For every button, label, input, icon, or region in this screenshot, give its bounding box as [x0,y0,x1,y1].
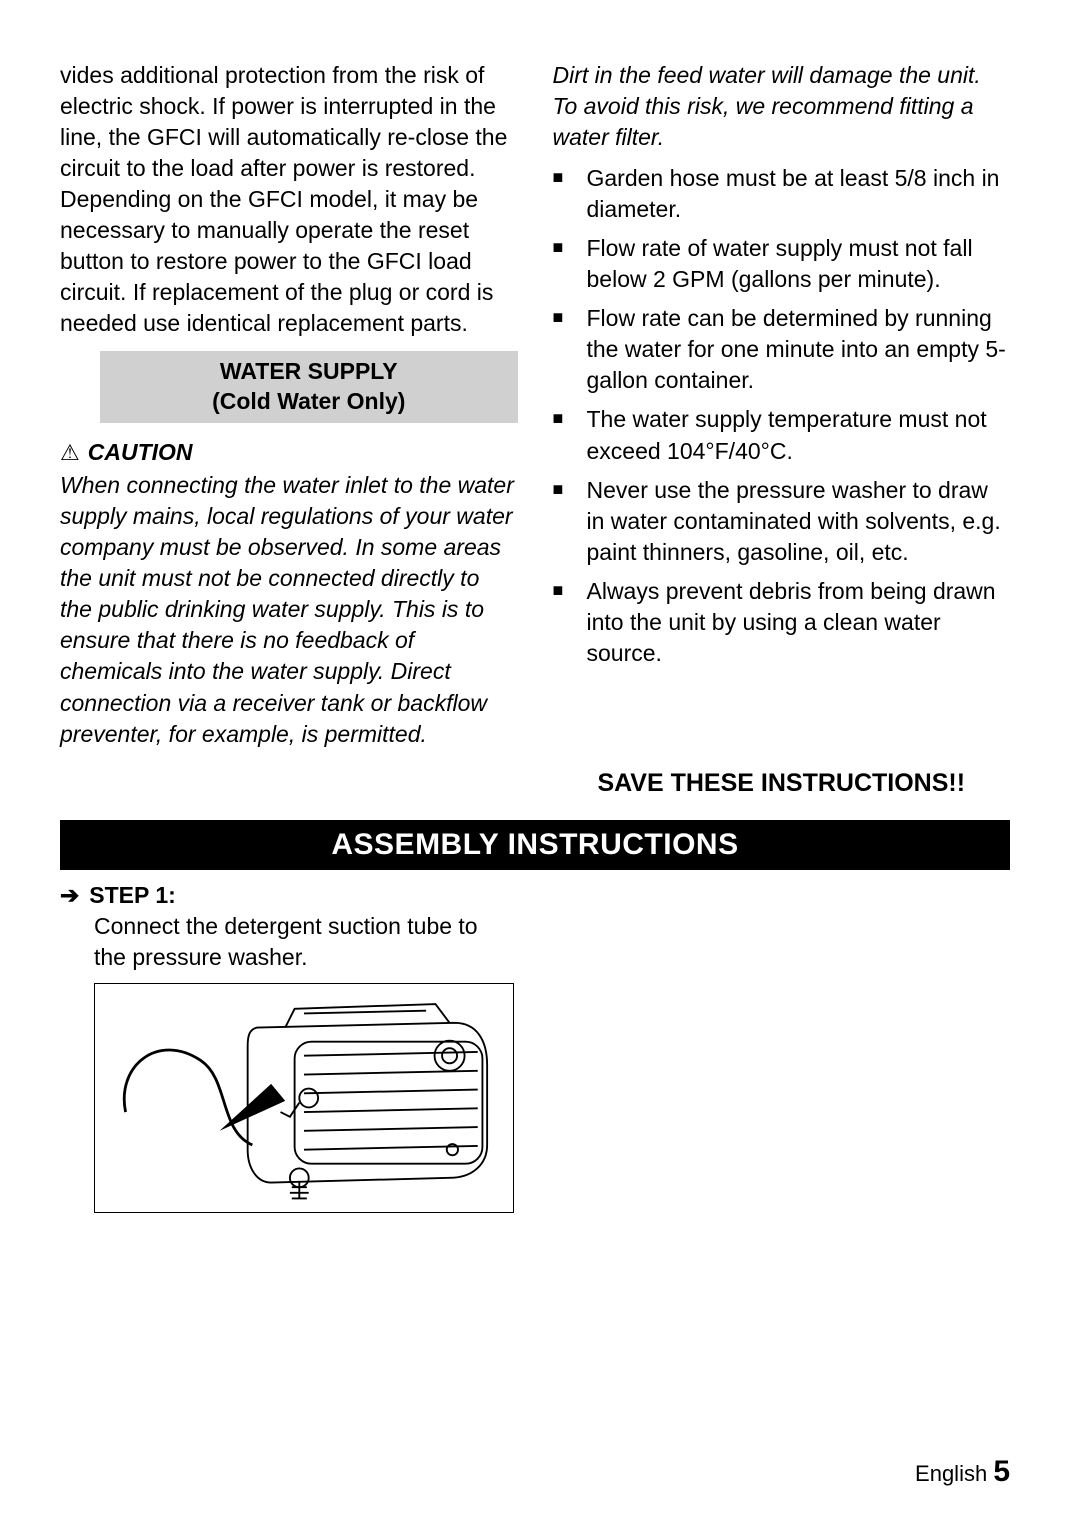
right-column: Dirt in the feed water will damage the u… [553,60,1011,798]
step-1-heading: ➔ STEP 1: [60,882,1010,909]
assembly-instructions-bar: ASSEMBLY INSTRUCTIONS [60,820,1010,870]
caution-heading: ⚠ CAUTION [60,439,518,466]
list-item: The water supply temperature must not ex… [553,404,1011,466]
header-line-2: (Cold Water Only) [212,388,405,414]
two-column-layout: vides additional protection from the ris… [60,60,1010,798]
header-line-1: WATER SUPPLY [220,358,398,384]
dirt-warning-paragraph: Dirt in the feed water will damage the u… [553,60,1011,153]
water-supply-header: WATER SUPPLY (Cold Water Only) [100,351,518,423]
list-item: Never use the pressure washer to draw in… [553,475,1011,568]
save-instructions-line: SAVE THESE INSTRUCTIONS!! [553,769,1011,798]
footer-language: English [915,1461,987,1486]
step-1-figure [94,983,514,1213]
left-column: vides additional protection from the ris… [60,60,518,798]
list-item: Flow rate of water supply must not fall … [553,233,1011,295]
page-footer: English 5 [915,1455,1010,1489]
warning-triangle-icon: ⚠ [60,440,80,466]
gfci-paragraph: vides additional protection from the ris… [60,60,518,339]
step-1-body: Connect the detergent suction tube to th… [94,911,512,973]
caution-label: CAUTION [88,439,193,466]
list-item: Always prevent debris from being drawn i… [553,576,1011,669]
pointer-arrow-icon [219,1084,285,1131]
arrow-right-icon: ➔ [60,882,79,909]
list-item: Garden hose must be at least 5/8 inch in… [553,163,1011,225]
step-1-label: STEP 1: [89,882,176,909]
caution-paragraph: When connecting the water inlet to the w… [60,470,518,749]
page-number: 5 [993,1455,1010,1488]
pressure-washer-diagram-icon [101,990,507,1206]
requirements-list: Garden hose must be at least 5/8 inch in… [553,163,1011,669]
list-item: Flow rate can be determined by running t… [553,303,1011,396]
